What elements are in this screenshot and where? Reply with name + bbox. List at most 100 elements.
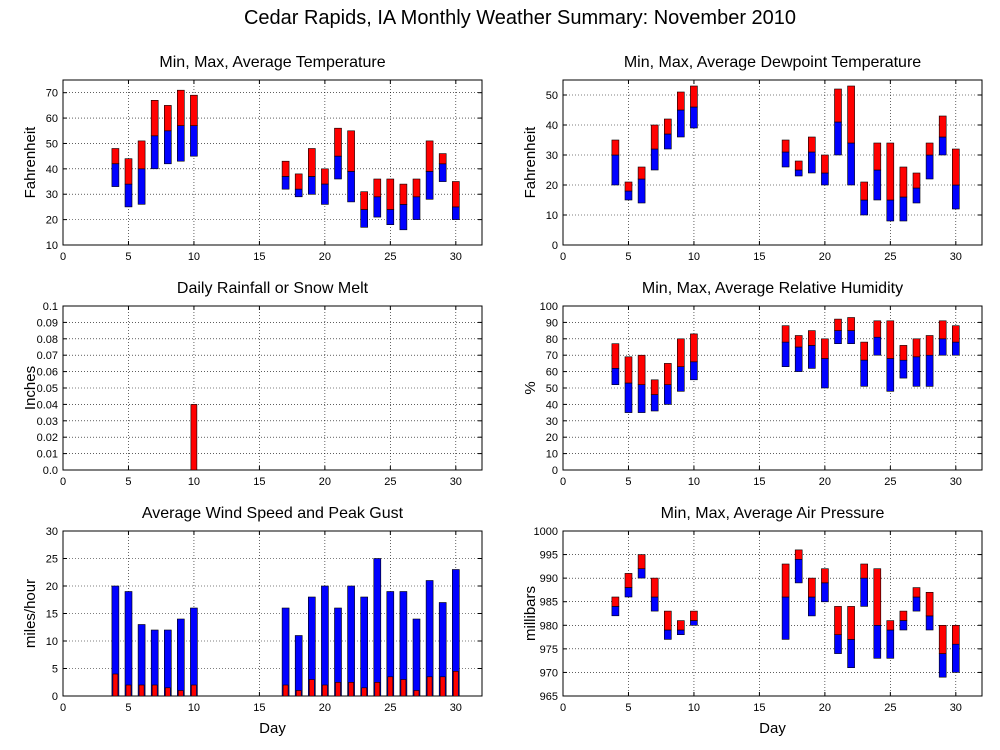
y-tick-label: 0.1 <box>43 301 58 313</box>
bar-peak-gust <box>281 607 290 697</box>
bar-min-avg <box>847 639 855 669</box>
bar-min-avg <box>807 596 816 617</box>
bar-avg-max <box>347 130 355 172</box>
x-tick-label: 20 <box>819 251 831 263</box>
bar-avg-max <box>847 85 855 144</box>
bar-avg-max <box>650 124 659 150</box>
bar-peak-gust <box>373 558 382 697</box>
x-tick-label: 25 <box>884 476 896 488</box>
x-tick-label: 0 <box>560 476 566 488</box>
bar-min-avg <box>294 188 303 198</box>
bar-peak-gust <box>321 585 329 697</box>
bar-avg-max <box>873 320 882 338</box>
x-tick-label: 25 <box>884 251 896 263</box>
y-axis-label: Fahrenheit <box>22 126 39 199</box>
bar-min-avg <box>938 653 947 678</box>
bar-avg-wind <box>125 684 132 697</box>
bar-min-avg <box>650 148 659 171</box>
bar-min-avg <box>399 204 408 231</box>
x-tick-label: 30 <box>450 476 462 488</box>
y-tick-label: 980 <box>540 620 558 632</box>
bar-avg-max <box>451 181 460 208</box>
bar-min-avg <box>886 199 895 222</box>
bar-min-avg <box>190 125 198 157</box>
x-tick-label: 20 <box>819 702 831 714</box>
bar-min-avg <box>938 338 947 356</box>
panel-title: Min, Max, Average Relative Humidity <box>642 280 903 297</box>
bar-avg-max <box>899 166 908 198</box>
bar-avg-max <box>386 178 395 210</box>
bar-peak-gust <box>360 596 369 697</box>
y-axis-label: % <box>522 381 539 394</box>
bar-avg-max <box>399 183 408 205</box>
y-tick-label: 10 <box>46 240 58 252</box>
bar-avg-max <box>807 136 816 153</box>
bar-min-avg <box>624 587 633 598</box>
bar-avg-max <box>294 173 303 190</box>
bar-min-avg <box>807 151 816 174</box>
bar-avg-max <box>925 335 934 356</box>
panel-title: Min, Max, Average Air Pressure <box>661 505 885 522</box>
bar-avg-max <box>794 335 803 348</box>
bar-avg-max <box>807 577 816 598</box>
bar-avg-max <box>611 596 620 607</box>
bar-min-avg <box>412 196 421 220</box>
x-tick-label: 0 <box>60 251 66 263</box>
bar-avg-max <box>307 148 316 177</box>
bar-avg-max <box>860 563 869 579</box>
y-tick-label: 0.0 <box>43 465 58 477</box>
bar-avg-max <box>624 181 633 192</box>
bar-min-avg <box>847 142 855 186</box>
x-tick-label: 25 <box>384 476 396 488</box>
y-tick-label: 30 <box>46 526 58 538</box>
bar-avg-max <box>637 554 646 569</box>
y-tick-label: 20 <box>546 180 558 192</box>
bar-min-avg <box>899 196 908 222</box>
bar-avg-wind <box>387 676 394 697</box>
bar-min-avg <box>912 187 921 204</box>
bar-min-avg <box>821 582 829 603</box>
bar-avg-max <box>951 325 960 343</box>
bar-min-avg <box>899 620 908 631</box>
bar-peak-gust <box>190 607 198 697</box>
bar-min-avg <box>438 163 447 182</box>
x-tick-label: 0 <box>60 476 66 488</box>
bar-avg-max <box>663 363 672 385</box>
bar-min-avg <box>873 336 882 356</box>
bar-avg-max <box>650 379 659 395</box>
bar-avg-max <box>860 181 869 201</box>
x-tick-label: 20 <box>319 476 331 488</box>
y-tick-label: 30 <box>546 150 558 162</box>
x-axis-label: Day <box>759 720 786 737</box>
x-tick-label: 15 <box>753 476 765 488</box>
bar-min-avg <box>637 568 646 579</box>
plot-frame <box>62 79 483 246</box>
bar-min-avg <box>124 183 133 208</box>
bar-avg-wind <box>413 690 420 697</box>
x-tick-label: 5 <box>125 476 131 488</box>
bar-min-avg <box>386 209 395 225</box>
bar-min-avg <box>873 169 882 201</box>
bar-avg-max <box>334 127 342 157</box>
bar-min-avg <box>794 346 803 372</box>
x-tick-label: 10 <box>688 476 700 488</box>
bar-min-avg <box>794 169 803 177</box>
bar-min-avg <box>177 125 185 162</box>
y-axis-label: miles/hour <box>22 579 39 648</box>
x-tick-label: 10 <box>688 251 700 263</box>
bar-min-avg <box>690 106 698 129</box>
bar-min-avg <box>886 358 895 392</box>
x-tick-label: 30 <box>450 702 462 714</box>
x-tick-label: 5 <box>625 702 631 714</box>
bar-min-avg <box>690 620 698 626</box>
y-tick-label: 20 <box>46 581 58 593</box>
y-tick-label: 10 <box>46 636 58 648</box>
y-tick-label: 70 <box>46 88 58 100</box>
y-tick-label: 50 <box>546 90 558 102</box>
bar-avg-max <box>938 624 947 654</box>
x-tick-label: 15 <box>253 251 265 263</box>
x-tick-label: 25 <box>384 702 396 714</box>
bar-avg-wind <box>282 684 289 697</box>
bar-avg-wind <box>112 673 119 697</box>
